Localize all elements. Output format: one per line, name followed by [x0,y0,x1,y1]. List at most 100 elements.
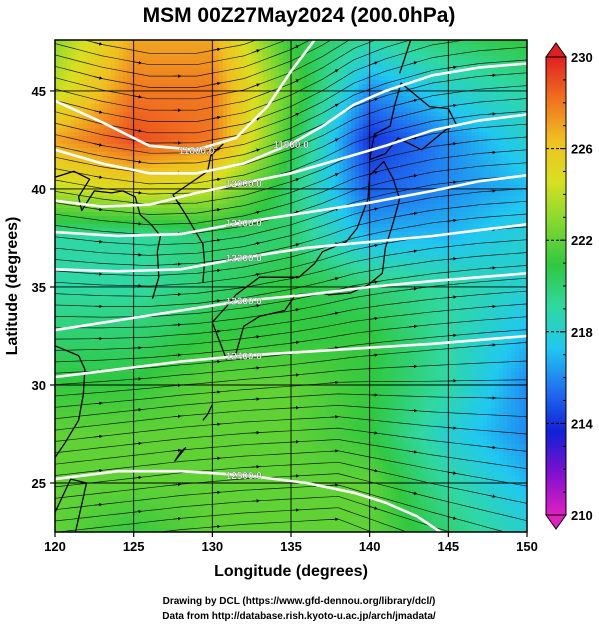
heat-cell [339,60,344,65]
heat-cell [227,156,232,161]
heat-cell [95,168,100,173]
heat-cell [183,132,188,137]
heat-cell [207,96,212,101]
heat-cell [427,52,432,57]
heat-cell [519,140,524,145]
heat-cell [75,56,80,61]
heat-cell [499,160,504,165]
heat-cell [139,132,144,137]
heat-cell [143,204,148,209]
heat-cell [499,204,504,209]
heat-cell [243,56,248,61]
heat-cell [279,196,284,201]
heat-cell [199,136,204,141]
heat-cell [327,48,332,53]
heat-cell [123,56,128,61]
heat-cell [503,100,508,105]
heat-cell [399,80,404,85]
heat-cell [435,124,440,129]
heat-cell [259,72,264,77]
heat-cell [495,200,500,205]
heat-cell [63,152,68,157]
heat-cell [359,80,364,85]
heat-cell [311,168,316,173]
heat-cell [111,60,116,65]
heat-cell [155,80,160,85]
heat-cell [459,124,464,129]
heat-cell [511,108,516,113]
heat-cell [187,96,192,101]
heat-cell [179,200,184,205]
heat-cell [155,176,160,181]
heat-cell [163,84,168,89]
heat-cell [135,184,140,189]
heat-cell [507,76,512,81]
heat-cell [343,120,348,125]
heat-cell [431,148,436,153]
heat-cell [511,140,516,145]
heat-cell [207,72,212,77]
heat-cell [187,116,192,121]
heat-cell [519,104,524,109]
heat-cell [303,188,308,193]
heat-cell [263,56,268,61]
heat-cell [283,128,288,133]
heat-cell [71,96,76,101]
heat-cell [95,116,100,121]
heat-cell [463,128,468,133]
heat-cell [55,44,60,49]
heat-cell [327,128,332,133]
heat-cell [407,68,412,73]
heat-cell [167,140,172,145]
heat-cell [59,44,64,49]
heat-cell [115,40,120,45]
heat-cell [291,132,296,137]
heat-cell [223,188,228,193]
heat-cell [407,120,412,125]
heat-cell [379,160,384,165]
heat-cell [83,64,88,69]
heat-cell [403,156,408,161]
heat-cell [163,184,168,189]
heat-cell [475,160,480,165]
heat-cell [123,128,128,133]
heat-cell [371,108,376,113]
heat-cell [335,72,340,77]
heat-cell [471,156,476,161]
heat-cell [407,148,412,153]
heat-cell [55,140,60,145]
heat-cell [135,108,140,113]
heat-cell [263,128,268,133]
heat-cell [79,76,84,81]
heat-cell [491,180,496,185]
heat-cell [83,80,88,85]
heat-cell [263,160,268,165]
heat-cell [223,56,228,61]
heat-cell [363,152,368,157]
heat-cell [387,128,392,133]
heat-cell [271,136,276,141]
heat-cell [275,156,280,161]
heat-cell [179,168,184,173]
heat-cell [139,100,144,105]
heat-cell [491,164,496,169]
heat-cell [339,152,344,157]
heat-cell [371,176,376,181]
heat-cell [507,96,512,101]
heat-cell [363,64,368,69]
heat-cell [247,144,252,149]
heat-cell [159,72,164,77]
heat-cell [423,72,428,77]
heat-cell [275,180,280,185]
heat-cell [411,120,416,125]
heat-cell [107,120,112,125]
heat-cell [175,104,180,109]
heat-cell [335,40,340,45]
heat-cell [331,104,336,109]
heat-cell [447,116,452,121]
heat-cell [275,72,280,77]
heat-cell [423,176,428,181]
heat-cell [387,152,392,157]
heat-cell [227,128,232,133]
heat-cell [407,200,412,205]
